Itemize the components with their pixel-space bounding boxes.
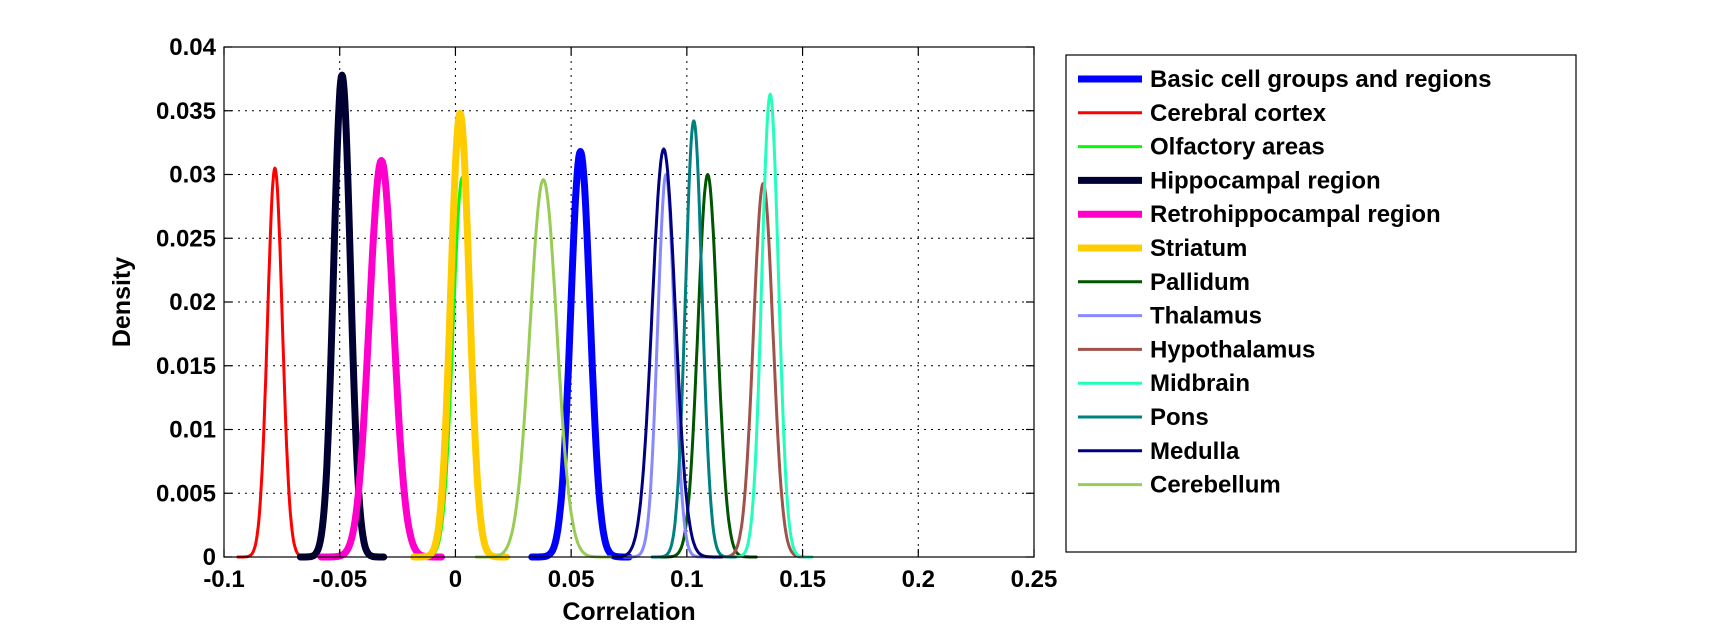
- legend-box: [1065, 54, 1577, 553]
- x-axis-label: Correlation: [562, 598, 695, 625]
- x-tick-label: 0: [449, 566, 462, 593]
- y-tick-label: 0.04: [169, 34, 216, 61]
- x-tick-label: 0.15: [779, 566, 826, 593]
- legend-label-pons: Pons: [1150, 404, 1209, 431]
- y-tick-label: 0: [203, 544, 216, 571]
- y-tick-label: 0.015: [156, 353, 216, 380]
- series-line-medulla: [604, 147, 724, 559]
- x-tick-label: -0.05: [312, 566, 367, 593]
- x-tick-label: 0.25: [1011, 566, 1058, 593]
- legend-label-midbrain: Midbrain: [1150, 370, 1250, 397]
- y-tick-label: 0.02: [169, 289, 216, 316]
- x-tick-label: -0.1: [203, 566, 244, 593]
- x-tick-label: 0.1: [670, 566, 703, 593]
- series-line-cerebellum: [474, 178, 612, 559]
- y-tick-label: 0.025: [156, 225, 216, 252]
- x-tick-label: 0.2: [902, 566, 935, 593]
- legend-label-olfactory-areas: Olfactory areas: [1150, 134, 1325, 161]
- series-line-midbrain: [727, 92, 814, 559]
- x-axis-ticks: -0.1 -0.05 0 0.05 0.1 0.15 0.2 0.25: [203, 47, 1057, 593]
- y-axis-ticks: 0 0.005 0.01 0.015 0.02 0.025 0.03 0.035 0.04: [156, 34, 1034, 571]
- y-tick-label: 0.01: [169, 417, 216, 444]
- legend-label-retrohippocampal-region: Retrohippocampal region: [1150, 201, 1441, 228]
- legend: Basic cell groups and regions Cerebral co…: [1065, 54, 1577, 553]
- legend-label-hypothalamus: Hypothalamus: [1150, 336, 1315, 363]
- legend-label-pallidum: Pallidum: [1150, 269, 1250, 296]
- y-tick-label: 0.03: [169, 162, 216, 189]
- y-tick-label: 0.035: [156, 98, 216, 125]
- legend-label-basic-cell-groups-and-regions: Basic cell groups and regions: [1150, 66, 1491, 93]
- series-line-thalamus: [622, 173, 710, 559]
- series-line-basic-cell-groups-and-regions: [528, 148, 633, 561]
- legend-label-cerebellum: Cerebellum: [1150, 472, 1281, 499]
- y-axis-label: Density: [108, 257, 136, 347]
- series-line-pons: [650, 119, 737, 559]
- legend-label-medulla: Medulla: [1150, 438, 1240, 465]
- legend-label-thalamus: Thalamus: [1150, 303, 1262, 330]
- series-curves: [236, 71, 814, 561]
- legend-label-striatum: Striatum: [1150, 235, 1247, 262]
- legend-label-hippocampal-region: Hippocampal region: [1150, 167, 1381, 194]
- legend-label-cerebral-cortex: Cerebral cortex: [1150, 100, 1327, 127]
- x-tick-label: 0.05: [548, 566, 595, 593]
- y-tick-label: 0.005: [156, 480, 216, 507]
- series-line-hippocampal-region: [296, 71, 388, 561]
